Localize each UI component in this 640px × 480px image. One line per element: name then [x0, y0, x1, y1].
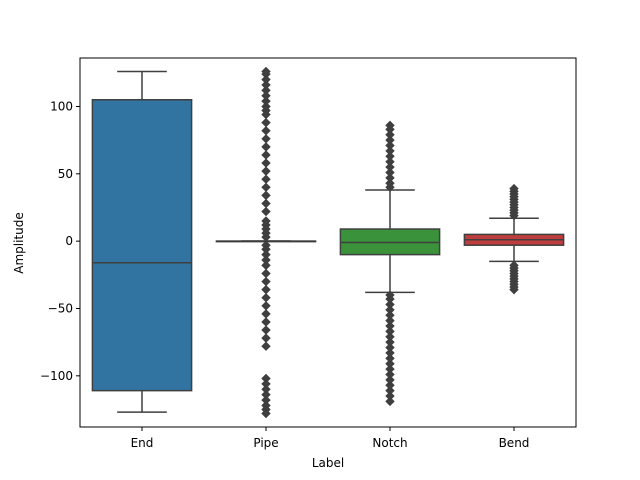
- y-tick-label: 100: [50, 99, 73, 113]
- flier-point: [509, 183, 519, 194]
- flier-point: [261, 309, 271, 319]
- flier-point: [261, 182, 271, 192]
- flier-point: [385, 290, 395, 300]
- flier-point: [261, 325, 271, 335]
- flier-point: [261, 134, 271, 144]
- box-group-end: [91, 70, 193, 413]
- y-tick-label: 0: [65, 234, 73, 248]
- y-axis-label: Amplitude: [12, 212, 26, 274]
- flier-point: [261, 333, 271, 343]
- flier-point: [261, 317, 271, 327]
- flier-point: [261, 190, 271, 201]
- flier-point: [261, 117, 271, 128]
- flier-point: [261, 206, 271, 217]
- flier-point: [261, 166, 271, 176]
- x-tick-label: End: [131, 436, 154, 450]
- flier-point: [261, 158, 271, 168]
- flier-point: [261, 150, 271, 160]
- flier-point: [385, 120, 395, 131]
- x-tick-label: Notch: [372, 436, 407, 450]
- box-group-notch: [339, 120, 441, 407]
- axes-frame: [79, 57, 577, 428]
- flier-point: [509, 260, 519, 271]
- box-iqr: [91, 98, 193, 392]
- plot-area: [91, 66, 565, 419]
- box-group-pipe: [215, 66, 317, 419]
- flier-point: [261, 373, 271, 384]
- flier-point: [261, 198, 271, 209]
- x-tick-label: Bend: [499, 436, 530, 450]
- box-group-bend: [463, 183, 565, 295]
- flier-point: [261, 276, 271, 287]
- flier-point: [261, 216, 271, 226]
- y-tick-label: 50: [58, 167, 73, 181]
- flier-point: [261, 284, 271, 295]
- flier-point: [261, 301, 271, 311]
- flier-point: [261, 126, 271, 136]
- flier-point: [261, 240, 271, 250]
- flier-point: [261, 341, 271, 351]
- flier-point: [261, 293, 271, 303]
- flier-point: [261, 66, 271, 77]
- x-tick-label: Pipe: [253, 436, 278, 450]
- flier-point: [261, 142, 271, 152]
- y-tick-label: −100: [40, 369, 73, 383]
- axes: −100 −50 0 50 100 End Pipe Notch Bend: [40, 57, 577, 450]
- flier-point: [261, 268, 271, 279]
- flier-point: [261, 174, 271, 184]
- x-axis-label: Label: [312, 456, 344, 470]
- y-tick-label: −50: [48, 301, 73, 315]
